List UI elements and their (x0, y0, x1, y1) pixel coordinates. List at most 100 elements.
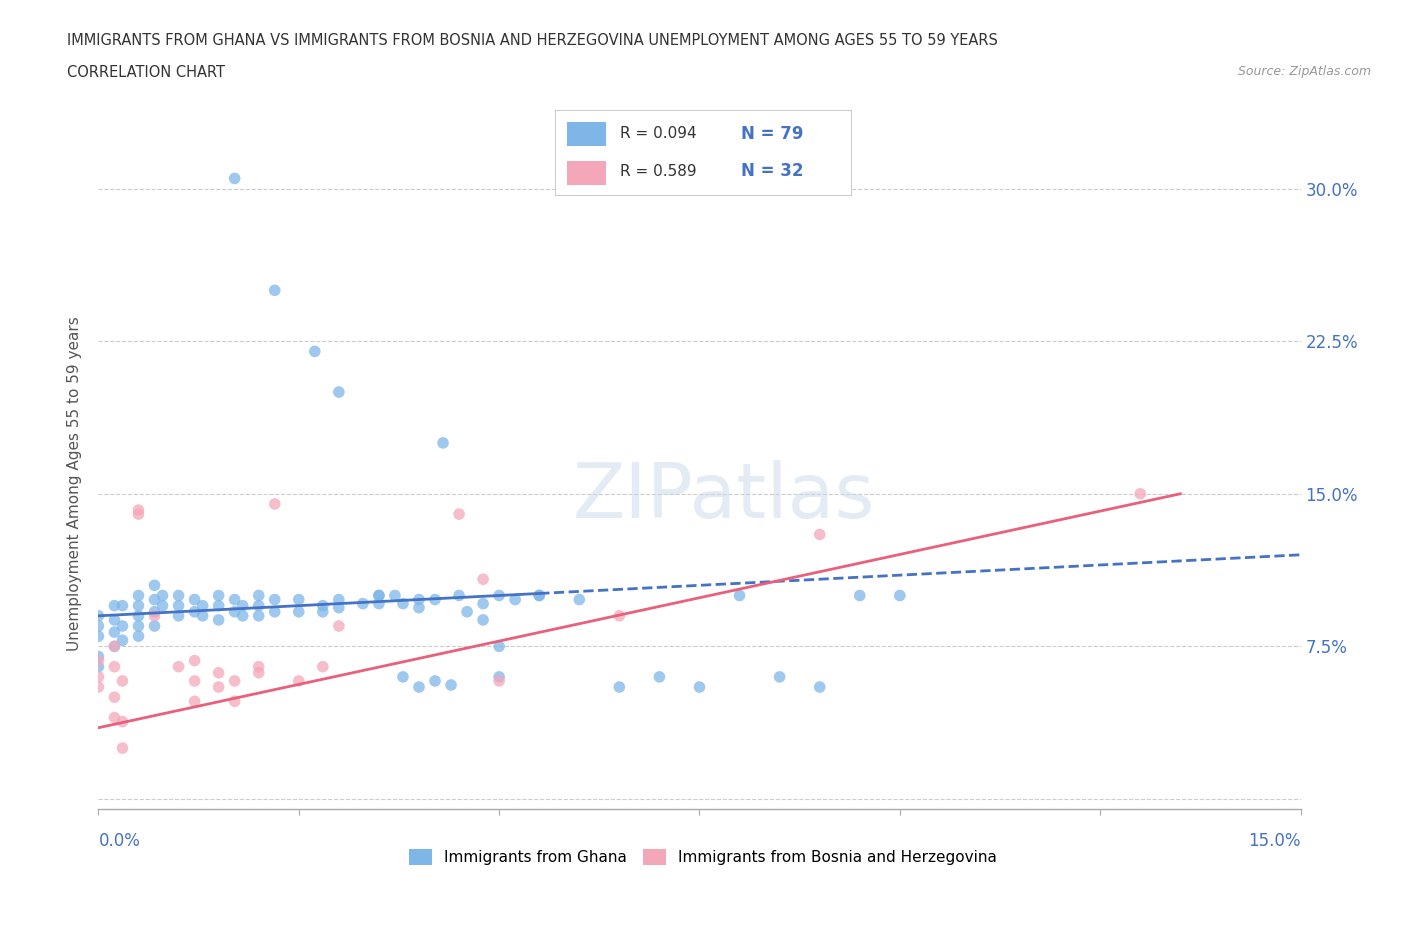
Point (263, 592, 285, 607)
Point (368, 588, 391, 603)
Text: 0.0%: 0.0% (98, 832, 141, 850)
Point (87, 618, 110, 633)
Point (849, 588, 872, 603)
Point (143, 578, 166, 592)
Point (167, 588, 190, 603)
Point (191, 598, 214, 613)
Text: IMMIGRANTS FROM GHANA VS IMMIGRANTS FROM BOSNIA AND HERZEGOVINA UNEMPLOYMENT AMO: IMMIGRANTS FROM GHANA VS IMMIGRANTS FROM… (67, 33, 998, 47)
Point (312, 659, 335, 674)
Point (423, 673, 446, 688)
Point (191, 608, 214, 623)
Point (208, 613, 231, 628)
Text: 15.0%: 15.0% (1249, 832, 1301, 850)
Point (103, 613, 125, 628)
Point (456, 604, 478, 619)
Point (152, 598, 174, 613)
Point (648, 670, 671, 684)
Point (328, 592, 350, 607)
Point (529, 588, 551, 603)
Point (503, 592, 526, 607)
Point (288, 592, 311, 607)
Point (447, 588, 470, 603)
Point (87, 680, 110, 695)
Text: N = 79: N = 79 (741, 125, 804, 142)
Point (488, 670, 510, 684)
Point (152, 588, 174, 603)
Point (87, 649, 110, 664)
Text: Source: ZipAtlas.com: Source: ZipAtlas.com (1237, 65, 1371, 78)
Point (143, 608, 166, 623)
Point (447, 507, 470, 522)
Point (288, 673, 311, 688)
Point (247, 665, 270, 680)
Point (728, 588, 751, 603)
Point (128, 618, 150, 633)
Point (609, 608, 631, 623)
Point (111, 598, 134, 613)
Text: N = 32: N = 32 (741, 163, 804, 180)
Point (263, 604, 285, 619)
Point (472, 572, 495, 587)
Point (143, 604, 166, 619)
Point (183, 673, 205, 688)
Point (472, 596, 495, 611)
Point (87, 670, 110, 684)
Point (472, 613, 495, 628)
Point (103, 639, 125, 654)
Point (440, 678, 463, 693)
Point (328, 618, 350, 633)
Point (263, 497, 285, 512)
Point (183, 592, 205, 607)
Point (247, 588, 270, 603)
Point (247, 659, 270, 674)
Point (288, 604, 311, 619)
Point (488, 588, 510, 603)
Point (111, 618, 134, 633)
Point (111, 714, 134, 729)
Point (368, 596, 391, 611)
Point (889, 588, 911, 603)
Text: R = 0.094: R = 0.094 (620, 126, 697, 141)
Point (808, 680, 831, 695)
Point (103, 690, 125, 705)
Point (103, 659, 125, 674)
Point (224, 171, 246, 186)
Point (87, 629, 110, 644)
Point (408, 600, 430, 615)
Point (224, 592, 246, 607)
Point (328, 385, 350, 400)
Point (808, 527, 831, 542)
Point (392, 670, 415, 684)
Point (384, 588, 406, 603)
Point (689, 680, 711, 695)
Point (247, 608, 270, 623)
Point (432, 435, 454, 450)
Point (568, 592, 591, 607)
Point (128, 588, 150, 603)
Point (529, 588, 551, 603)
Point (609, 680, 631, 695)
Point (769, 670, 792, 684)
Point (167, 659, 190, 674)
Bar (567, 122, 606, 146)
Bar (567, 161, 606, 185)
Y-axis label: Unemployment Among Ages 55 to 59 years: Unemployment Among Ages 55 to 59 years (67, 316, 83, 651)
Point (423, 592, 446, 607)
Point (111, 673, 134, 688)
Point (408, 592, 430, 607)
Point (1129, 486, 1152, 501)
Point (232, 598, 254, 613)
Point (183, 653, 205, 668)
Point (128, 629, 150, 644)
Point (488, 639, 510, 654)
Point (128, 502, 150, 517)
Point (208, 665, 231, 680)
Point (208, 598, 231, 613)
Point (224, 694, 246, 709)
Point (263, 283, 285, 298)
Point (392, 596, 415, 611)
Point (247, 598, 270, 613)
Point (143, 618, 166, 633)
Point (224, 673, 246, 688)
Point (328, 600, 350, 615)
